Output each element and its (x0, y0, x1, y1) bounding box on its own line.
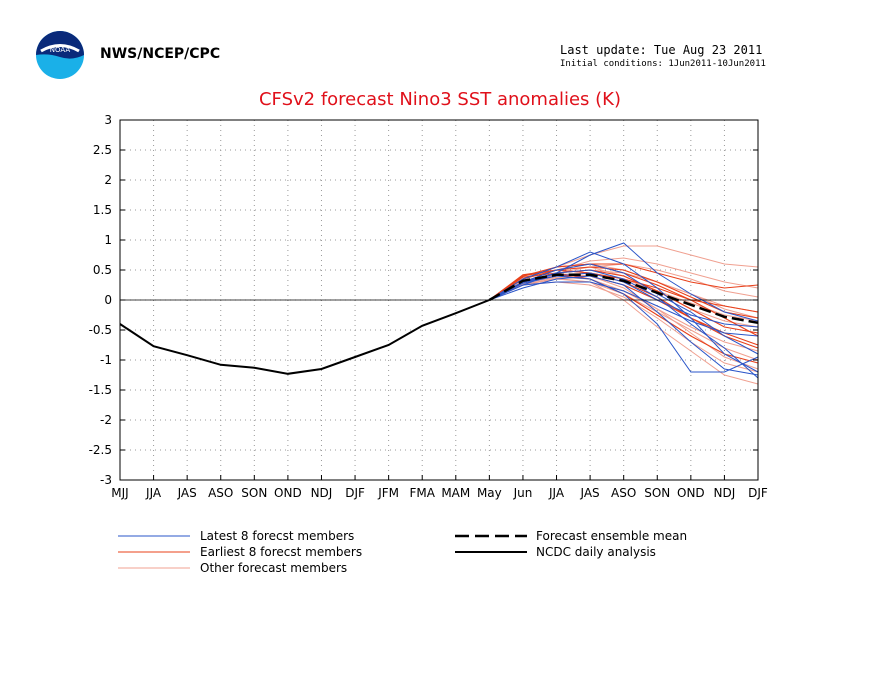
latest-member-line-3 (489, 275, 759, 376)
latest-member-line-5 (489, 275, 759, 373)
x-tick-label: SON (644, 486, 670, 500)
x-tick-label: JAS (580, 486, 600, 500)
noaa-logo-text: NOAA (50, 46, 71, 54)
y-tick-label: -3 (100, 473, 112, 487)
x-tick-label: FMA (409, 486, 435, 500)
y-tick-label: -2.5 (89, 443, 112, 457)
legend-label-mean: Forecast ensemble mean (536, 529, 687, 543)
y-tick-label: 3 (104, 113, 112, 127)
org-name: NWS/NCEP/CPC (100, 46, 221, 62)
x-tick-label: JJA (548, 486, 565, 500)
y-ticks: 3 2.5 2 1.5 1 0.5 0 -0.5 -1 -1.5 -2 -2.5 -3 (89, 113, 758, 487)
x-tick-label: NDJ (311, 486, 333, 500)
x-ticks: MJJ JJA JAS ASO SON OND NDJ DJF JFM FMA MAM May Jun J… (111, 475, 768, 500)
initial-conditions: Initial conditions: 1Jun2011-10Jun2011 (560, 59, 766, 69)
last-update: Last update: Tue Aug 23 2011 (560, 43, 763, 57)
y-tick-label: -1 (100, 353, 112, 367)
legend-label-analysis: NCDC daily analysis (536, 545, 656, 559)
x-tick-label: SON (241, 486, 267, 500)
y-tick-label: 1 (104, 233, 112, 247)
x-tick-label: May (477, 486, 502, 500)
legend-label-earliest: Earliest 8 forecst members (200, 545, 362, 559)
x-tick-label: NDJ (714, 486, 736, 500)
y-tick-label: 1.5 (93, 203, 112, 217)
noaa-logo: NOAA (36, 31, 84, 79)
latest-member-line-6 (489, 269, 759, 379)
y-tick-label: -0.5 (89, 323, 112, 337)
y-tick-label: 0.5 (93, 263, 112, 277)
latest-member-line-7 (489, 281, 759, 337)
x-tick-label: JJA (145, 486, 162, 500)
x-tick-label: JAS (177, 486, 197, 500)
x-tick-label: ASO (611, 486, 636, 500)
y-tick-label: 2 (104, 173, 112, 187)
latest-member-line-2 (489, 263, 759, 355)
legend-label-other: Other forecast members (200, 561, 347, 575)
analysis-line (119, 299, 490, 375)
x-tick-label: OND (677, 486, 705, 500)
x-tick-label: ASO (208, 486, 233, 500)
latest-member-line-4 (489, 251, 759, 373)
chart-title: CFSv2 forecast Nino3 SST anomalies (K) (258, 89, 622, 110)
mean-line (488, 273, 759, 325)
x-tick-label: OND (274, 486, 302, 500)
y-tick-label: -1.5 (89, 383, 112, 397)
x-tick-label: MJJ (111, 486, 128, 500)
x-tick-label: MAM (441, 486, 470, 500)
x-tick-label: DJF (748, 486, 768, 500)
legend-label-latest: Latest 8 forecst members (200, 529, 354, 543)
legend: Latest 8 forecst members Earliest 8 fore… (118, 529, 687, 575)
y-tick-label: 2.5 (93, 143, 112, 157)
y-tick-label: -2 (100, 413, 112, 427)
x-tick-label: JFM (377, 486, 399, 500)
x-tick-label: Jun (513, 486, 533, 500)
y-tick-label: 0 (104, 293, 112, 307)
x-tick-label: DJF (345, 486, 365, 500)
